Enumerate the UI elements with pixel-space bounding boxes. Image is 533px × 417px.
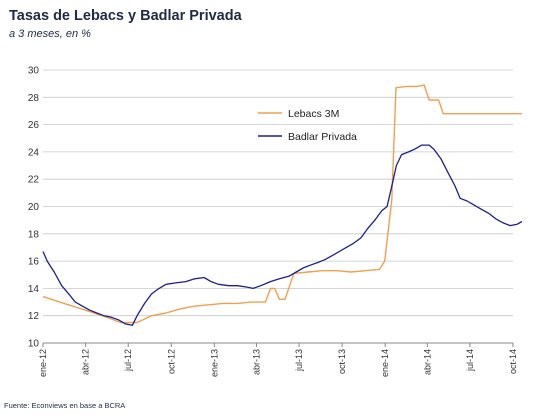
x-tick-label: oct-12 bbox=[166, 349, 176, 374]
x-tick-label: jul-12 bbox=[123, 349, 133, 372]
legend-label-badlar: Badlar Privada bbox=[288, 131, 357, 143]
y-tick-label: 10 bbox=[28, 339, 40, 350]
y-tick-label: 12 bbox=[28, 311, 40, 322]
x-tick-label: ene-12 bbox=[38, 349, 48, 377]
y-tick-label: 30 bbox=[28, 66, 40, 77]
x-tick-label: jul-14 bbox=[465, 349, 475, 372]
y-tick-label: 28 bbox=[28, 93, 40, 104]
y-tick-label: 22 bbox=[28, 175, 40, 186]
series-line-badlar bbox=[42, 144, 523, 326]
axes: 10 12 14 16 18 20 22 24 26 28 30 ene-12 abr-12 jul-12… bbox=[28, 66, 518, 378]
y-tick-label: 20 bbox=[28, 202, 40, 213]
x-tick-label: abr-12 bbox=[81, 349, 91, 375]
x-tick-label: oct-14 bbox=[508, 349, 518, 374]
legend-label-lebacs: Lebacs 3M bbox=[288, 108, 339, 120]
y-tick-label: 14 bbox=[28, 284, 40, 295]
y-tick-label: 16 bbox=[28, 257, 40, 268]
x-tick-label: ene-13 bbox=[209, 349, 219, 377]
x-tick-label: jul-13 bbox=[294, 349, 304, 372]
chart-source-note: Fuente: Econviews en base a BCRA bbox=[4, 401, 126, 410]
chart-title: Tasas de Lebacs y Badlar Privada bbox=[9, 8, 242, 24]
legend: Lebacs 3M Badlar Privada bbox=[258, 108, 357, 143]
x-tick-label: oct-13 bbox=[337, 349, 347, 374]
x-tick-label: abr-14 bbox=[422, 349, 432, 375]
gridlines bbox=[43, 69, 513, 317]
chart-subtitle: a 3 meses, en % bbox=[9, 28, 91, 40]
series-line-lebacs bbox=[42, 84, 522, 324]
series-lines bbox=[42, 84, 523, 326]
y-tick-label: 26 bbox=[28, 120, 40, 131]
x-tick-label: abr-13 bbox=[251, 349, 261, 375]
y-tick-label: 18 bbox=[28, 229, 40, 240]
x-tick-label: ene-14 bbox=[380, 349, 390, 377]
y-tick-label: 24 bbox=[28, 147, 40, 158]
